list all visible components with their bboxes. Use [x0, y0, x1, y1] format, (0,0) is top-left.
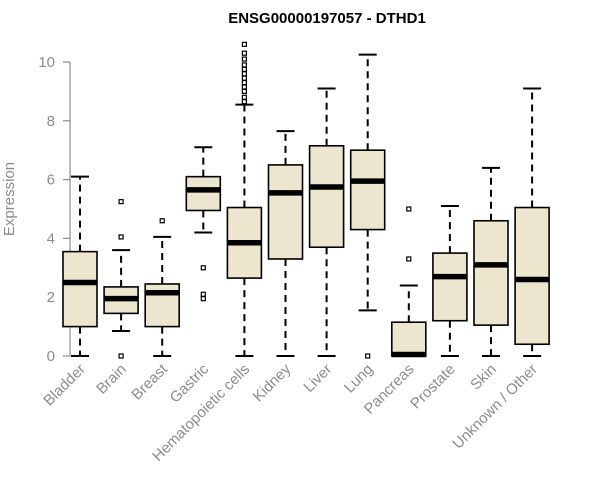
outlier-point [200, 291, 206, 297]
outlier-point [241, 75, 247, 81]
box-breast [144, 218, 180, 357]
box-lung [349, 53, 386, 359]
x-tick-label: Brain [93, 361, 130, 398]
chart-title: ENSG00000197057 - DTHD1 [228, 10, 426, 27]
y-tick-label: 2 [47, 289, 55, 306]
y-tick-label: 8 [47, 113, 55, 130]
outlier-point [159, 218, 165, 224]
outlier-point [241, 50, 247, 56]
x-tick-label: Kidney [250, 360, 295, 405]
outlier-point [406, 256, 412, 262]
x-tick-label: Skin [467, 361, 500, 394]
outlier-point [406, 206, 412, 212]
box-brain [103, 199, 139, 359]
box-bladder [62, 175, 98, 357]
x-tick-label: Breast [128, 360, 171, 403]
box-iqr [349, 149, 386, 231]
box-skin [473, 166, 509, 357]
outlier-point [241, 62, 247, 68]
box-hematopoietic-cells [226, 41, 263, 357]
outlier-point [241, 79, 247, 86]
outlier-point [200, 265, 206, 271]
box-iqr [473, 219, 509, 326]
outlier-point [118, 234, 124, 240]
y-tick-label: 10 [38, 54, 55, 71]
box-iqr [62, 250, 98, 328]
box-iqr [514, 206, 550, 346]
outlier-point [241, 41, 247, 47]
outlier-point [241, 66, 247, 72]
outlier-point [118, 199, 124, 205]
box-prostate [432, 205, 468, 357]
y-tick-label: 4 [47, 230, 55, 247]
y-axis-label: Expression [1, 162, 18, 236]
outlier-point [241, 94, 247, 100]
boxes-group [62, 41, 550, 359]
outlier-point [241, 71, 247, 77]
box-kidney [267, 130, 304, 357]
y-axis: 0 2 4 6 8 10 [38, 54, 71, 365]
box-iqr [185, 175, 222, 212]
outlier-point [241, 88, 247, 95]
outlier-point [200, 296, 206, 302]
outlier-point [241, 84, 247, 90]
box-gastric [185, 146, 222, 302]
y-tick-label: 6 [47, 172, 55, 189]
x-tick-label: Bladder [40, 361, 89, 410]
box-liver [308, 87, 345, 357]
box-unknown-other [514, 87, 550, 357]
outlier-point [365, 353, 371, 359]
outlier-point [241, 56, 247, 62]
y-tick-label: 0 [47, 348, 55, 365]
box-iqr [267, 164, 304, 260]
x-tick-label: Prostate [407, 361, 459, 413]
box-iqr [308, 144, 345, 249]
x-tick-label: Lung [341, 361, 377, 397]
box-iqr [390, 321, 427, 357]
x-tick-label: Liver [300, 361, 335, 396]
outlier-point [118, 353, 124, 359]
box-pancreas [390, 206, 427, 358]
outlier-point [241, 99, 247, 105]
box-iqr [432, 252, 468, 322]
